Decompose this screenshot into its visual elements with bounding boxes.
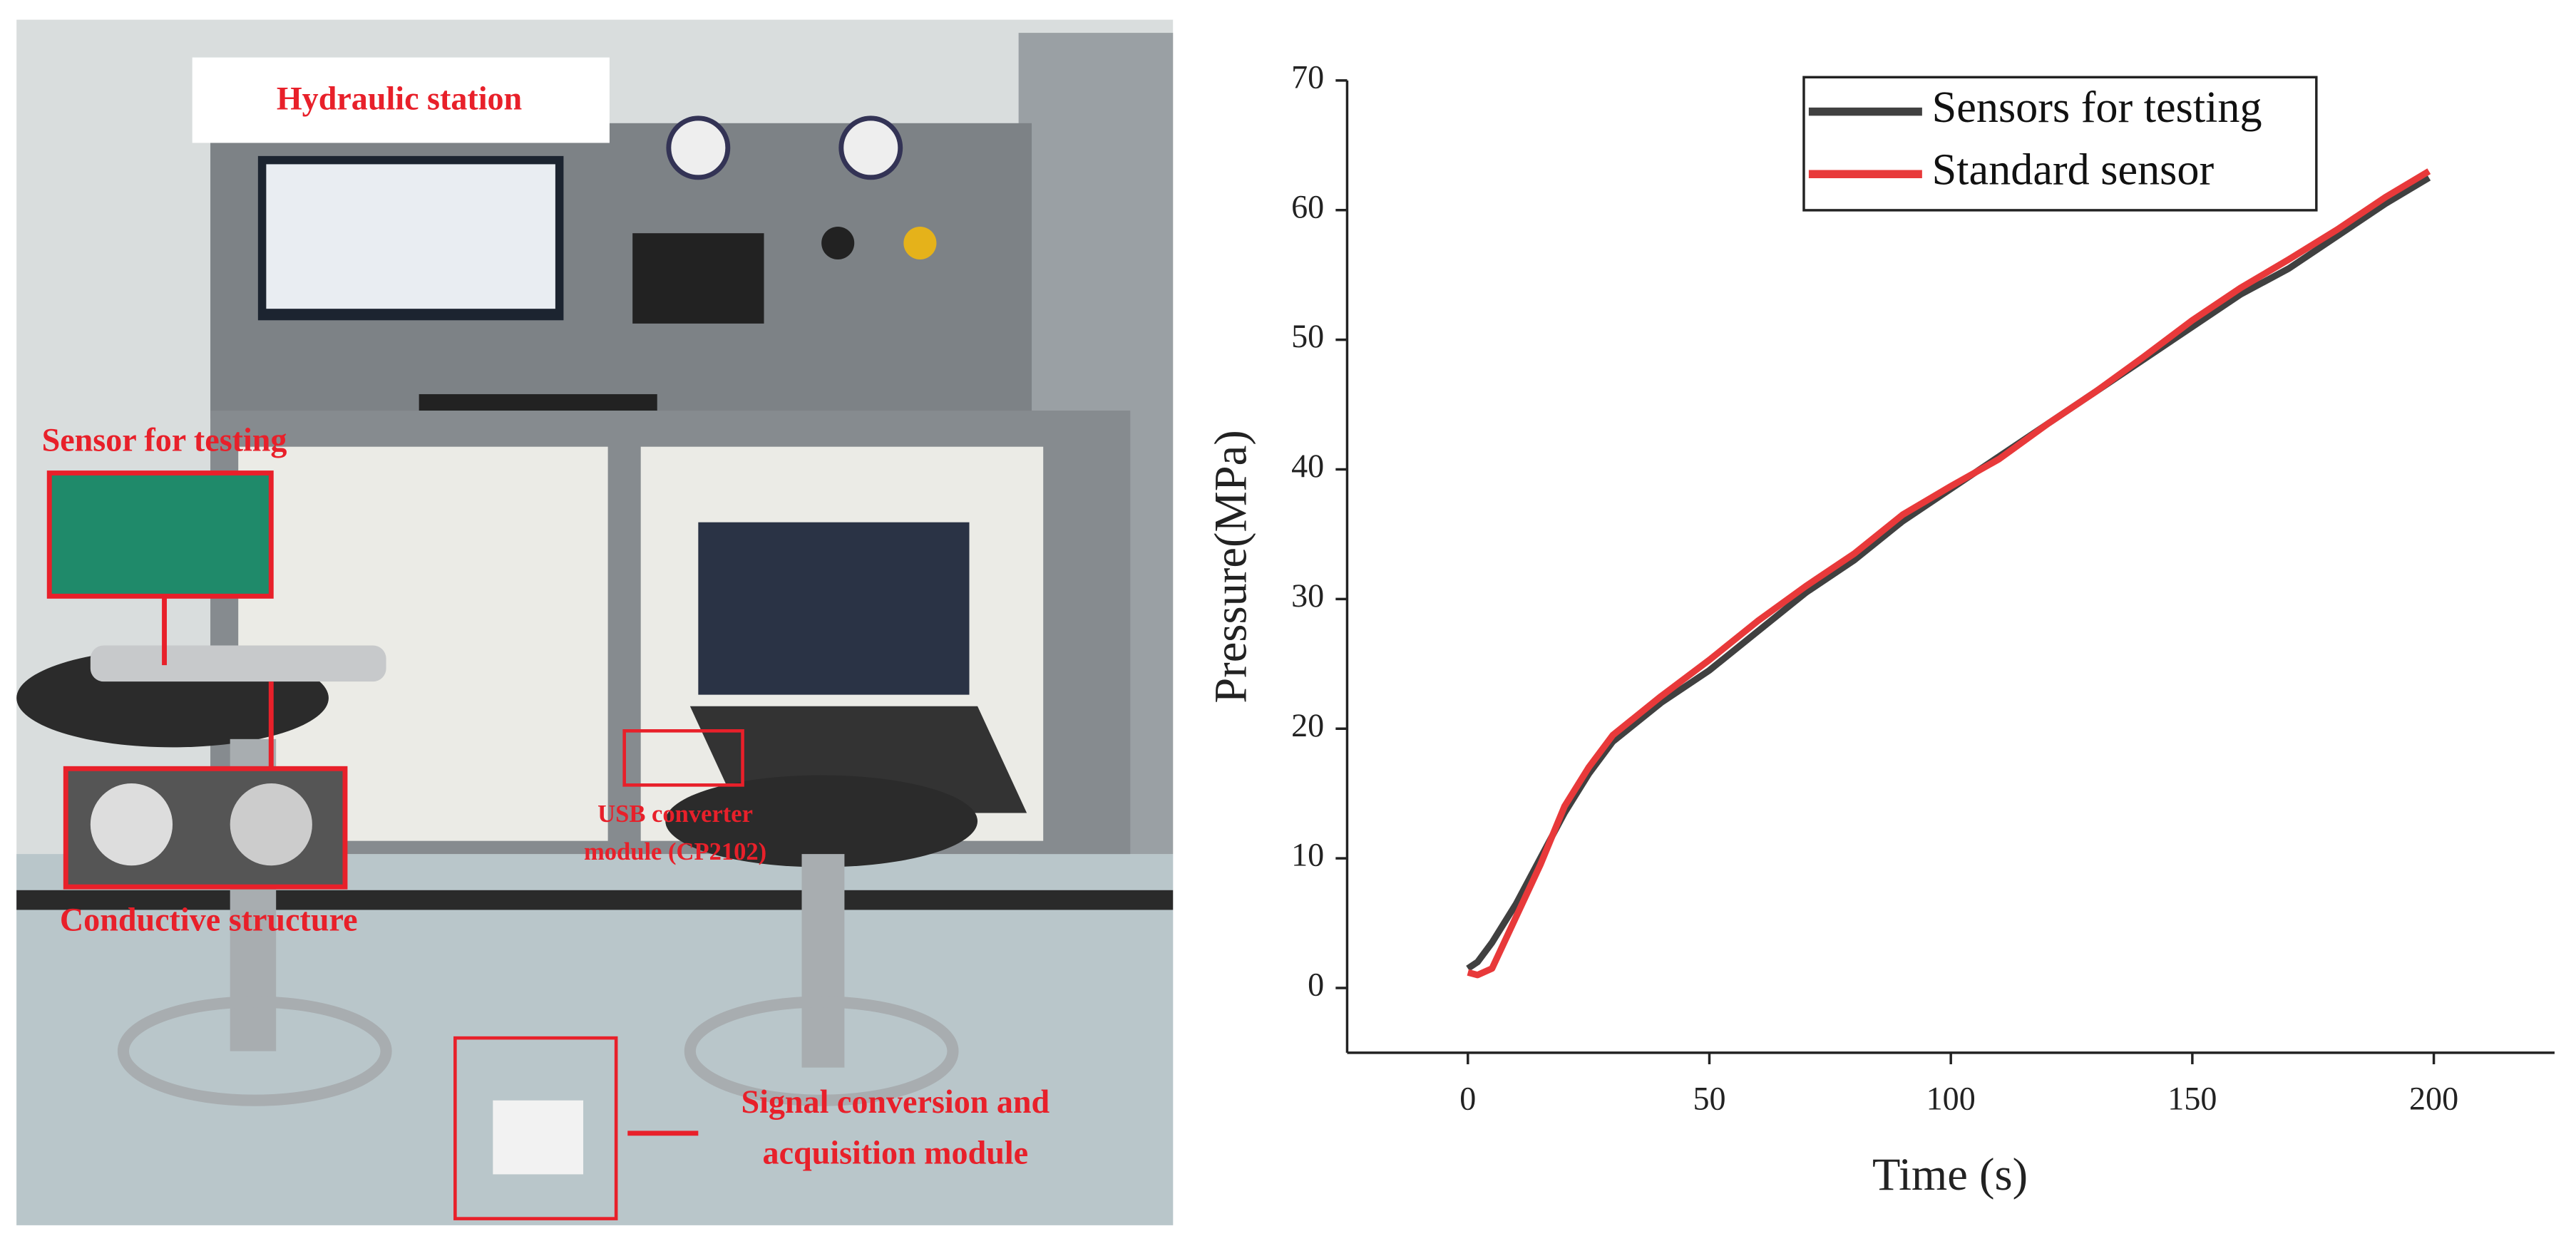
switch: [903, 226, 937, 260]
module: [493, 1100, 584, 1175]
y-tick-label: 70: [1291, 58, 1324, 95]
x-axis-label: Time (s): [1872, 1149, 2028, 1200]
y-tick-label: 30: [1291, 577, 1324, 614]
gauge: [666, 115, 731, 180]
legend-label: Standard sensor: [1932, 146, 2215, 195]
x-tick-label: 100: [1926, 1081, 1976, 1117]
x-tick-label: 0: [1459, 1081, 1476, 1117]
chart: Time (s) Pressure(MPa) 0 10 20 30 40 50 60 70 0 5…: [1206, 58, 2555, 1200]
y-tick-label: 40: [1291, 448, 1324, 484]
stool-ring: [684, 996, 959, 1106]
module-box: [453, 1036, 618, 1220]
monitor-screen: [266, 164, 555, 309]
label-box: [192, 57, 610, 143]
photo-label: module (CP2102): [584, 838, 766, 865]
inset-sensor: [46, 470, 274, 599]
photo-label: Signal conversion and: [741, 1083, 1050, 1120]
switch: [821, 226, 855, 260]
photo-label: USB converter: [597, 800, 753, 828]
y-tick-label: 20: [1291, 707, 1324, 743]
usb-box: [622, 729, 744, 787]
gauge: [838, 115, 903, 180]
series-line: [1467, 168, 2431, 979]
y-axis-label: Pressure(MPa): [1206, 430, 1256, 703]
laptop-screen: [698, 522, 970, 695]
photo: Hydraulic station Sensor for testing Con…: [16, 19, 1174, 1225]
hazard-strip: [16, 890, 1174, 910]
keyboard: [419, 393, 657, 411]
stool-post: [801, 854, 845, 1068]
inset-detail: [90, 783, 173, 866]
x-tick-label: 50: [1693, 1081, 1725, 1117]
y-tick-label: 60: [1291, 188, 1324, 225]
stool-seat: [665, 775, 978, 868]
legend-label: Sensors for testing: [1932, 83, 2262, 132]
x-tick-label: 150: [2167, 1081, 2217, 1117]
inset-detail: [230, 783, 312, 866]
legend-box: [1802, 76, 2318, 212]
photo-label: acquisition module: [763, 1135, 1029, 1171]
photo-label: Sensor for testing: [42, 422, 287, 458]
series-line: [1466, 175, 2431, 972]
photo-label: Conductive structure: [60, 901, 358, 937]
sensor-body: [90, 645, 386, 682]
y-tick-label: 0: [1308, 967, 1324, 1003]
photo-label: Hydraulic station: [277, 80, 522, 116]
stool-ring: [117, 996, 392, 1106]
touch-panel: [632, 233, 764, 324]
y-tick-label: 50: [1291, 318, 1324, 354]
x-tick-label: 200: [2409, 1081, 2458, 1117]
y-tick-label: 10: [1291, 837, 1324, 873]
